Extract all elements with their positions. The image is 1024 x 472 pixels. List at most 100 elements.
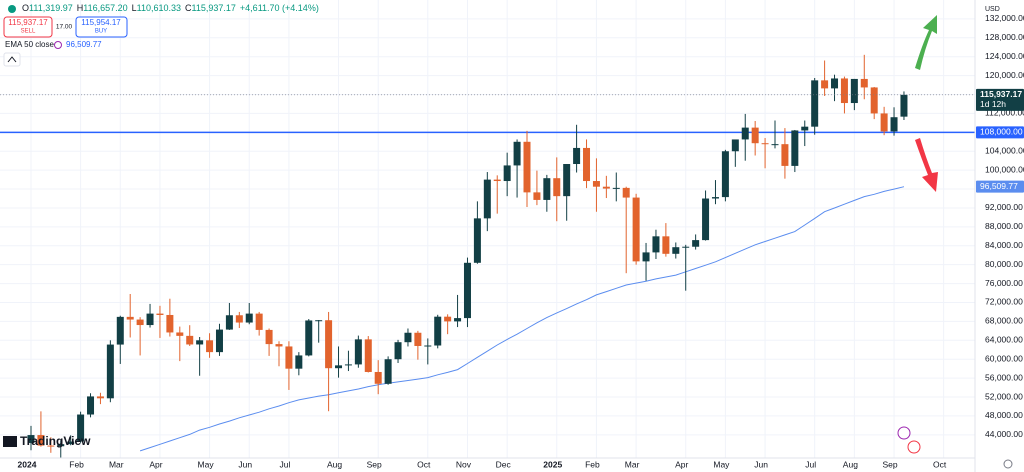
candle-body (503, 165, 511, 182)
candle-body (146, 313, 154, 326)
candle-body (335, 365, 343, 369)
candle-body (821, 80, 829, 89)
currency[interactable]: USD (985, 6, 1000, 13)
candle-body (354, 339, 362, 365)
candle-body (186, 335, 194, 345)
candle-body (434, 316, 442, 346)
candle-body (612, 187, 620, 189)
candle-body (325, 320, 333, 369)
buy-button[interactable] (75, 16, 128, 38)
up-arrow (915, 15, 937, 70)
x-tick-label: Oct (417, 459, 431, 469)
candle-body (523, 141, 531, 193)
candle-body (662, 236, 670, 254)
y-tick-label: 128,000.00 (985, 32, 1024, 42)
sell-label: SELL (21, 29, 36, 35)
candle-body (533, 192, 541, 200)
candle-body (37, 435, 45, 446)
y-tick-label: 112,000.00 (985, 108, 1024, 118)
candle-body (295, 355, 303, 369)
candle-body (602, 186, 610, 189)
x-tick-label: Mar (625, 459, 640, 469)
y-tick-label: 60,000.00 (985, 353, 1023, 363)
candle-body (136, 319, 144, 326)
candle-body (831, 78, 839, 89)
candle-body (384, 359, 392, 384)
y-tick-label: 120,000.00 (985, 70, 1024, 80)
candle-body (632, 197, 640, 262)
candle-body (890, 117, 898, 132)
ohlc-key: H (77, 3, 84, 13)
candle-body (592, 181, 600, 187)
ohlc-key: C (185, 3, 192, 13)
candle-body (702, 198, 710, 241)
collapse-button[interactable] (3, 52, 21, 67)
candle-body (860, 78, 868, 88)
ohlc-header: O111,319.97 H116,657.20 L110,610.33 C115,93… (22, 3, 319, 13)
candle-body (106, 344, 114, 399)
y-tick-label: 80,000.00 (985, 259, 1023, 269)
change: +4,611.70 (+4.14%) (240, 3, 319, 13)
plot (0, 54, 975, 458)
candle-body (721, 151, 729, 198)
ohlc-value: 110,610.33 (137, 3, 181, 13)
x-tick-label: Jul (805, 459, 816, 469)
x-tick-label: Nov (456, 459, 472, 469)
candle-body (473, 218, 481, 263)
candle-body (711, 197, 719, 199)
candle-body (622, 187, 630, 198)
ema-tag (976, 180, 1024, 193)
candle-body (682, 246, 690, 248)
x-tick-label: Dec (496, 459, 512, 469)
candle-body (573, 147, 581, 165)
logo: TradingView (20, 434, 91, 448)
logo-icon (3, 436, 17, 447)
candle-body (563, 164, 571, 197)
y-tick-label: 84,000.00 (985, 240, 1023, 250)
candle-body (77, 414, 85, 442)
buy-price: 115,954.17 (81, 18, 121, 27)
last-price-label: 115,937.17 (980, 89, 1022, 99)
sell-button[interactable] (3, 16, 53, 38)
candle-body (166, 314, 174, 333)
y-tick-label: 100,000.00 (985, 164, 1024, 174)
candle-body (96, 396, 104, 399)
candle-body (880, 113, 888, 132)
x-tick-label: Oct (933, 459, 947, 469)
candle-body (642, 252, 650, 262)
y-tick-label: 104,000.00 (985, 145, 1024, 155)
ohlc-value: 111,319.97 (29, 3, 73, 13)
candle-body (364, 339, 372, 372)
x-tick-label: Jun (754, 459, 768, 469)
event-icon[interactable] (907, 440, 921, 454)
y-tick-label: 88,000.00 (985, 221, 1023, 231)
candle-body (414, 332, 422, 346)
candle-body (424, 345, 432, 347)
candle-body (394, 342, 402, 360)
settings-icon[interactable] (1003, 459, 1013, 469)
candle-body (245, 313, 253, 323)
x-tick-label: Jun (238, 459, 252, 469)
candle-body (493, 179, 501, 182)
y-tick-label: 132,000.00 (985, 13, 1024, 23)
candle-body (652, 236, 660, 253)
candle-body (692, 240, 700, 247)
candle-body (196, 340, 204, 345)
event-icon[interactable] (897, 426, 911, 440)
candle-body (285, 346, 293, 369)
candle-body (235, 315, 243, 323)
candle-body (513, 141, 521, 166)
candle-body (126, 316, 134, 320)
indicator-icon[interactable] (54, 41, 62, 49)
candle-body (255, 313, 263, 330)
x-tick-label: Apr (675, 459, 688, 469)
candle-body (47, 445, 55, 447)
x-tick-label: Aug (843, 459, 858, 469)
candle-body (850, 78, 858, 104)
x-tick-label: May (198, 459, 215, 469)
ema-line (139, 186, 905, 452)
price-line-tag (976, 126, 1024, 139)
indicator-name[interactable]: EMA 50 close (5, 40, 54, 49)
candle-body (444, 316, 452, 322)
